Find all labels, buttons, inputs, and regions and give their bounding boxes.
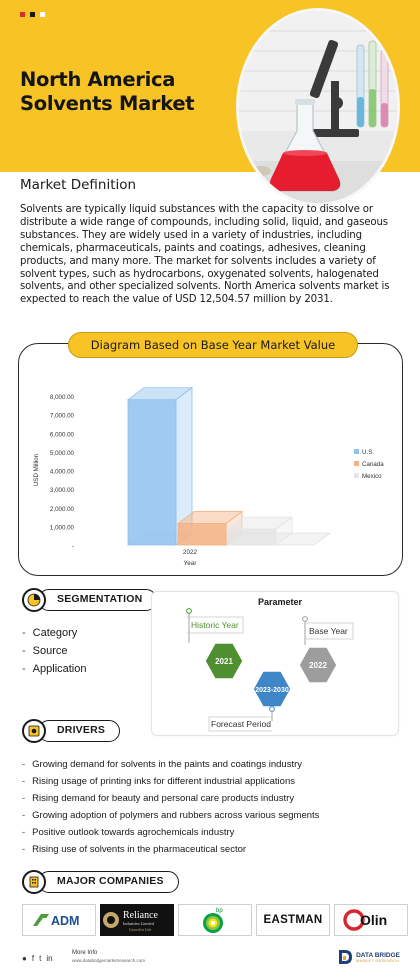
bp-logo: bp xyxy=(178,904,252,936)
segmentation-item: Application xyxy=(22,660,87,678)
bar-chart: - 1,000.00 2,000.00 3,000.00 4,000.00 5,000.0… xyxy=(33,386,384,567)
legend-swatch xyxy=(354,461,359,466)
title-line-2: Solvents Market xyxy=(20,92,195,115)
y-tick-label: 4,000.00 xyxy=(50,469,75,476)
drivers-list: Growing demand for solvents in the paint… xyxy=(22,756,319,859)
segmentation-icon xyxy=(22,588,46,612)
drivers-label: DRIVERS xyxy=(38,720,121,742)
y-tick-label: 6,000.00 xyxy=(50,431,75,438)
social-icons: ● f t in xyxy=(22,954,53,963)
major-companies-label: MAJOR COMPANIES xyxy=(38,871,179,893)
svg-text:Reliance: Reliance xyxy=(123,910,159,921)
bar-mexico xyxy=(227,528,277,546)
parameter-title: Parameter xyxy=(258,597,303,607)
more-info-label: More Info xyxy=(72,950,98,956)
segmentation-badge: SEGMENTATION xyxy=(22,588,158,612)
base-label-frame xyxy=(305,622,354,640)
base-connector-dot xyxy=(302,616,308,622)
svg-text:Industries Limited: Industries Limited xyxy=(123,921,155,926)
white-dot xyxy=(40,12,45,17)
driver-item: Rising usage of printing inks for differ… xyxy=(22,773,319,790)
market-definition-heading: Market Definition xyxy=(20,177,137,193)
data-bridge-brand: DATA BRIDGE MARKET RESEARCH xyxy=(337,948,400,966)
segmentation-list: Category Source Application xyxy=(22,624,87,678)
facebook-icon[interactable]: f xyxy=(31,954,35,963)
footer: ● f t in More Info www.databridgemarketr… xyxy=(22,948,400,974)
page-title: North America Solvents Market xyxy=(20,68,195,116)
reliance-logo: Reliance Industries Limited Growth is Li… xyxy=(100,904,174,936)
black-dot xyxy=(30,12,35,17)
forecast-period-hexagon xyxy=(252,670,292,708)
historic-label-frame xyxy=(187,616,244,634)
parameter-card xyxy=(151,591,399,736)
website-link[interactable]: www.databridgemarketresearch.com xyxy=(72,958,146,963)
market-definition-text: Solvents are typically liquid substances… xyxy=(20,204,390,306)
drivers-icon xyxy=(22,719,46,743)
adm-logo: ADM xyxy=(22,904,96,936)
base-label: Base Year xyxy=(309,626,348,636)
y-tick-label: 3,000.00 xyxy=(50,487,75,494)
forecast-period-value: 2023-2030 xyxy=(255,687,289,694)
svg-text:bp: bp xyxy=(216,908,223,914)
segmentation-label: SEGMENTATION xyxy=(38,589,158,611)
x-tick-label: 2022 xyxy=(183,549,198,556)
historic-year-value: 2021 xyxy=(215,657,233,666)
bar-us xyxy=(127,399,177,546)
twitter-icon[interactable]: t xyxy=(39,954,42,963)
base-year-value: 2022 xyxy=(309,661,327,670)
driver-item: Rising use of solvents in the pharmaceut… xyxy=(22,841,319,858)
driver-item: Rising demand for beauty and personal ca… xyxy=(22,790,319,807)
legend-label: U.S. xyxy=(362,449,374,456)
y-tick-label: 1,000.00 xyxy=(50,524,75,531)
legend-label: Mexico xyxy=(362,473,382,480)
legend-swatch xyxy=(354,449,359,454)
base-year-hexagon xyxy=(298,646,338,684)
forecast-label: Forecast Period xyxy=(211,719,271,729)
svg-text:Olin: Olin xyxy=(360,912,387,928)
data-bridge-logo-icon xyxy=(339,950,353,964)
title-line-1: North America xyxy=(20,68,176,91)
window-dots xyxy=(20,12,45,17)
forecast-connector-dot xyxy=(269,706,275,712)
bar-canada xyxy=(177,523,227,546)
driver-item: Positive outlook towards agrochemicals i… xyxy=(22,824,319,841)
chart-title: Diagram Based on Base Year Market Value xyxy=(68,332,358,358)
y-tick-label: 5,000.00 xyxy=(50,450,75,457)
red-dot xyxy=(20,12,25,17)
legend-swatch xyxy=(354,473,359,478)
historic-label: Historic Year xyxy=(191,620,239,630)
eastman-text: EASTMAN xyxy=(263,914,323,926)
y-axis-label: USD Million xyxy=(33,453,40,486)
y-tick-label: 2,000.00 xyxy=(50,506,75,513)
eastman-logo: EASTMAN xyxy=(256,904,330,936)
x-axis-label: Year xyxy=(184,560,198,567)
legend-label: Canada xyxy=(362,461,384,468)
driver-item: Growing demand for solvents in the paint… xyxy=(22,756,319,773)
y-tick-label: 8,000.00 xyxy=(50,394,75,401)
svg-text:ADM: ADM xyxy=(51,914,79,928)
lab-flask-illustration xyxy=(236,8,400,206)
y-tick-label: - xyxy=(72,543,74,550)
historic-connector-dot xyxy=(186,608,192,614)
brand-subtitle: MARKET RESEARCH xyxy=(356,958,400,963)
olin-logo: Olin xyxy=(334,904,408,936)
brand-name: DATA BRIDGE xyxy=(356,951,400,959)
forecast-label-frame xyxy=(208,716,272,732)
segmentation-item: Source xyxy=(22,642,87,660)
historic-year-hexagon xyxy=(204,642,244,680)
building-icon xyxy=(22,870,46,894)
major-companies-badge: MAJOR COMPANIES xyxy=(22,870,179,894)
segmentation-item: Category xyxy=(22,624,87,642)
drivers-badge: DRIVERS xyxy=(22,719,121,743)
linkedin-icon[interactable]: in xyxy=(46,954,53,963)
skype-icon[interactable]: ● xyxy=(22,954,27,963)
parameter-diagram: Historic Year Base Year 2021 2023-2030 2… xyxy=(186,608,354,732)
driver-item: Growing adoption of polymers and rubbers… xyxy=(22,807,319,824)
company-logos: ADM Reliance Industries Limited Growth i… xyxy=(22,904,408,936)
svg-text:Growth is Life: Growth is Life xyxy=(129,928,152,932)
more-info: More Info www.databridgemarketresearch.c… xyxy=(72,950,145,964)
y-tick-label: 7,000.00 xyxy=(50,413,75,420)
